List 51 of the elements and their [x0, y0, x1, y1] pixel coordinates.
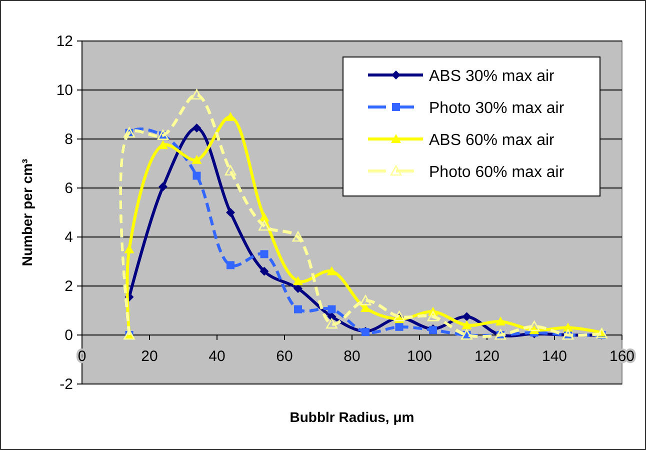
- y-tick-label: -2: [60, 376, 73, 393]
- y-tick-label: 0: [64, 327, 73, 344]
- point: [260, 250, 268, 258]
- x-tick-label: 80: [344, 348, 360, 365]
- point: [124, 244, 134, 254]
- y-tick-label: 8: [64, 131, 73, 148]
- point: [158, 140, 168, 150]
- x-tick-label: 100: [406, 348, 432, 365]
- point: [293, 276, 303, 286]
- point: [496, 316, 506, 326]
- x-tick-label: 120: [474, 348, 500, 365]
- point: [191, 89, 202, 100]
- x-tick-label: 60: [276, 348, 293, 365]
- point: [292, 231, 304, 242]
- point: [462, 320, 472, 330]
- point: [528, 320, 540, 332]
- x-tick-label: 40: [208, 348, 226, 365]
- legend-label: Photo 60% max air: [429, 164, 565, 181]
- point: [394, 310, 405, 322]
- point: [258, 220, 270, 231]
- point: [226, 208, 235, 217]
- y-tick-label: 4: [64, 229, 73, 246]
- y-tick-label: 10: [56, 82, 73, 99]
- point: [192, 172, 201, 180]
- point: [294, 305, 302, 314]
- point: [226, 261, 234, 270]
- point: [260, 266, 269, 276]
- point: [328, 305, 336, 314]
- point: [427, 310, 439, 322]
- x-tick-label: 160: [609, 348, 635, 365]
- y-tick-label: 2: [64, 278, 73, 295]
- point: [326, 266, 337, 276]
- legend-label: ABS 60% max air: [429, 132, 556, 149]
- x-tick-label: 20: [141, 348, 158, 365]
- legend-label: Photo 30% max air: [429, 100, 565, 117]
- point: [224, 165, 236, 176]
- point: [259, 212, 270, 222]
- point: [192, 154, 202, 164]
- y-tick-label: 12: [56, 33, 73, 50]
- x-axis-title: Bubblr Radius, μm: [290, 409, 414, 425]
- point: [395, 322, 404, 331]
- point: [360, 303, 370, 312]
- x-tick-label: 140: [542, 348, 568, 365]
- point: [158, 182, 168, 192]
- point: [226, 112, 236, 121]
- point: [360, 295, 372, 306]
- legend-label: ABS 30% max air: [429, 68, 556, 85]
- point: [192, 123, 202, 132]
- y-axis-title: Number per cm³: [19, 158, 35, 266]
- point: [326, 318, 338, 329]
- y-tick-label: 6: [64, 180, 73, 197]
